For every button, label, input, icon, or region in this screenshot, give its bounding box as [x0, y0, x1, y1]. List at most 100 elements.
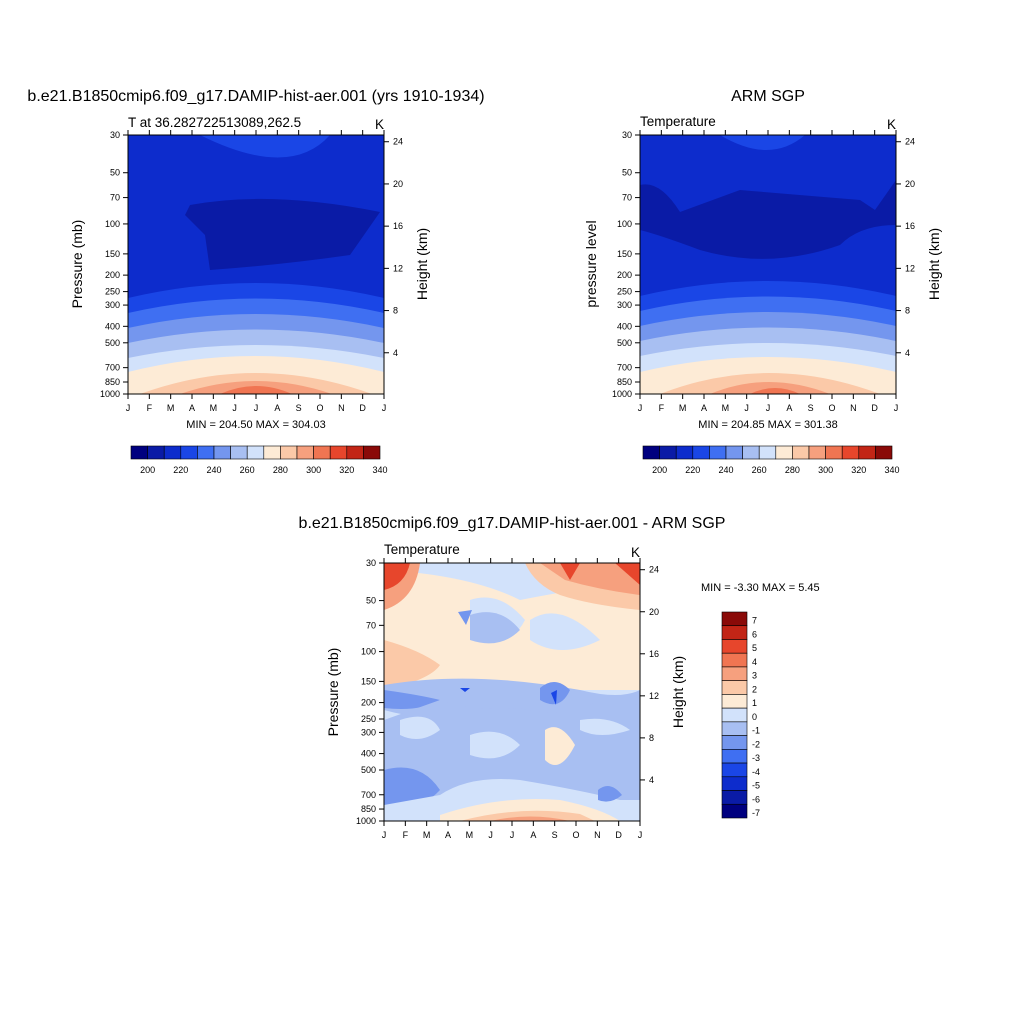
diff-y2-tick-label: 24 — [649, 565, 659, 575]
model-colorbar-swatch — [296, 445, 314, 460]
diff-axes: J F M A M J J A S O N D J 30 50 70 100 150 200 250 300 400 500… — [356, 558, 659, 840]
obs-y2-tick-label: 4 — [905, 348, 910, 358]
model-colorbar-label: 300 — [306, 465, 321, 475]
model-y2-tick-label: 8 — [393, 306, 398, 316]
model-colorbar-label: 260 — [240, 465, 255, 475]
model-ylabel-right: Height (km) — [414, 228, 430, 300]
diff-colorbar-swatch — [721, 639, 748, 654]
model-colorbar-swatch — [213, 445, 231, 460]
obs-colorbar-swatch — [659, 445, 677, 460]
model-units: K — [375, 117, 384, 132]
diff-colorbar-label: 7 — [752, 616, 757, 626]
model-y-tick-label: 400 — [105, 321, 120, 331]
model-colorbar-swatch — [197, 445, 215, 460]
model-colorbar-swatch — [363, 445, 381, 460]
diff-colorbar-label: 0 — [752, 712, 757, 722]
obs-colorbar-swatch — [858, 445, 876, 460]
model-panel: b.e21.B1850cmip6.f09_g17.DAMIP-hist-aer.… — [27, 88, 484, 475]
obs-y-tick-label: 200 — [617, 270, 632, 280]
diff-y-tick-label: 500 — [361, 765, 376, 775]
model-y-tick-label: 70 — [110, 193, 120, 203]
obs-colorbar-swatch — [875, 445, 893, 460]
obs-x-tick-label: J — [638, 403, 643, 413]
model-colorbar-swatch — [180, 445, 198, 460]
obs-y-tick-label: 50 — [622, 168, 632, 178]
model-y2-tick-label: 24 — [393, 137, 403, 147]
model-colorbar-swatch — [346, 445, 364, 460]
obs-ylabel: pressure level — [583, 220, 599, 307]
diff-panel: b.e21.B1850cmip6.f09_g17.DAMIP-hist-aer.… — [299, 515, 820, 840]
diff-colorbar-swatch — [721, 625, 748, 640]
diff-y-tick-label: 400 — [361, 749, 376, 759]
diff-ylabel-right: Height (km) — [670, 656, 686, 728]
diff-colorbar-swatch — [721, 611, 748, 627]
obs-colorbar-label: 260 — [752, 465, 767, 475]
model-y-tick-label: 300 — [105, 300, 120, 310]
obs-colorbar-label: 240 — [718, 465, 733, 475]
obs-colorbar-label: 320 — [851, 465, 866, 475]
obs-x-tick-label: A — [786, 403, 792, 413]
model-x-tick-label: O — [316, 403, 323, 413]
model-colorbar: 200 220 240 260 280 300 320 340 — [130, 445, 388, 475]
obs-colorbar-swatch — [825, 445, 843, 460]
diff-ylabel: Pressure (mb) — [325, 648, 341, 737]
model-y2-tick-label: 20 — [393, 179, 403, 189]
diff-colorbar: 7 6 5 4 3 2 1 0 -1 -2 -3 -4 -5 -6 -7 — [721, 611, 760, 819]
diff-colorbar-swatch — [721, 652, 748, 668]
model-x-tick-label: J — [382, 403, 387, 413]
obs-colorbar-swatch — [642, 445, 660, 460]
diff-colorbar-label: -6 — [752, 794, 760, 804]
model-colorbar-label: 340 — [372, 465, 387, 475]
diff-left-note: Temperature — [384, 542, 460, 557]
obs-colorbar-swatch — [758, 445, 777, 460]
diff-y-tick-label: 1000 — [356, 816, 376, 826]
obs-x-tick-label: J — [766, 403, 771, 413]
diff-colorbar-label: -7 — [752, 808, 760, 818]
model-y-tick-label: 100 — [105, 219, 120, 229]
diff-colorbar-swatch — [721, 749, 748, 764]
diff-colorbar-label: -1 — [752, 726, 760, 736]
diff-stats: MIN = -3.30 MAX = 5.45 — [701, 582, 820, 594]
diff-colorbar-label: -4 — [752, 767, 760, 777]
obs-colorbar-swatch — [725, 445, 743, 460]
diff-y-tick-label: 70 — [366, 620, 376, 630]
model-colorbar-label: 200 — [140, 465, 155, 475]
obs-y2-tick-label: 16 — [905, 221, 915, 231]
diff-units: K — [631, 545, 640, 560]
diff-colorbar-label: 5 — [752, 643, 757, 653]
diff-y-tick-label: 50 — [366, 596, 376, 606]
model-x-tick-label: S — [296, 403, 302, 413]
diff-x-tick-label: J — [510, 830, 515, 840]
diff-colorbar-swatch — [721, 707, 748, 723]
diff-colorbar-swatch — [721, 803, 748, 819]
diff-title: b.e21.B1850cmip6.f09_g17.DAMIP-hist-aer.… — [299, 515, 726, 532]
diff-y2-tick-label: 20 — [649, 607, 659, 617]
diff-colorbar-label: -3 — [752, 753, 760, 763]
model-x-tick-label: M — [210, 403, 218, 413]
obs-y-tick-label: 400 — [617, 321, 632, 331]
diff-y-tick-label: 300 — [361, 727, 376, 737]
obs-x-tick-label: F — [659, 403, 665, 413]
diff-colorbar-swatch — [721, 735, 748, 750]
diff-colorbar-label: -5 — [752, 781, 760, 791]
obs-y-tick-label: 250 — [617, 287, 632, 297]
diff-x-tick-label: A — [530, 830, 536, 840]
obs-panel: ARM SGP Temperature K J F M A M J J A S O N D J 30 50 7… — [583, 88, 942, 475]
obs-x-tick-label: A — [701, 403, 707, 413]
obs-x-tick-label: J — [894, 403, 899, 413]
obs-x-tick-label: N — [850, 403, 857, 413]
obs-y-tick-label: 70 — [622, 193, 632, 203]
diff-y2-tick-label: 8 — [649, 733, 654, 743]
obs-x-tick-label: M — [722, 403, 730, 413]
model-y-tick-label: 250 — [105, 287, 120, 297]
model-x-tick-label: A — [274, 403, 280, 413]
obs-y2-tick-label: 8 — [905, 306, 910, 316]
model-colorbar-swatch — [280, 445, 298, 460]
obs-colorbar: 200 220 240 260 280 300 320 340 — [642, 445, 900, 475]
model-colorbar-swatch — [246, 445, 265, 460]
model-colorbar-swatch — [230, 445, 248, 460]
diff-y-tick-label: 30 — [366, 558, 376, 568]
obs-x-tick-label: M — [679, 403, 687, 413]
model-y2-tick-label: 4 — [393, 348, 398, 358]
diff-colorbar-swatch — [721, 694, 748, 709]
